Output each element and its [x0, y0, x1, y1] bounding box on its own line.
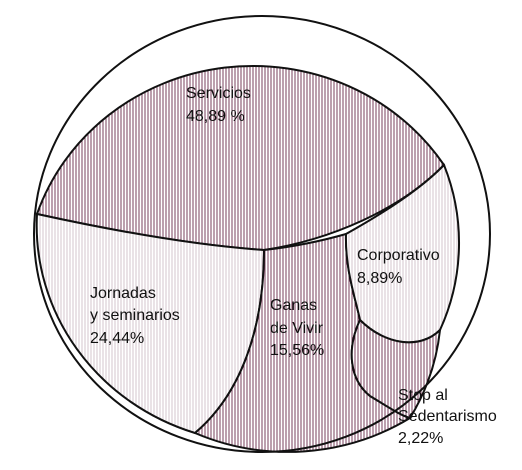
label-stop-al-sedentarismo: Stop al Sedentarismo 2,22%	[398, 387, 501, 447]
pie-outline	[33, 15, 491, 453]
label-jornadas: Jornadas y seminarios 24,44%	[90, 285, 184, 347]
label-ganas-de-vivir: Ganas de Vivir 15,56%	[270, 297, 328, 359]
label-servicios: Servicios 48,89 %	[186, 85, 255, 125]
slice-corporativo	[344, 163, 461, 344]
label-corporativo: Corporativo 8,89%	[357, 247, 444, 287]
